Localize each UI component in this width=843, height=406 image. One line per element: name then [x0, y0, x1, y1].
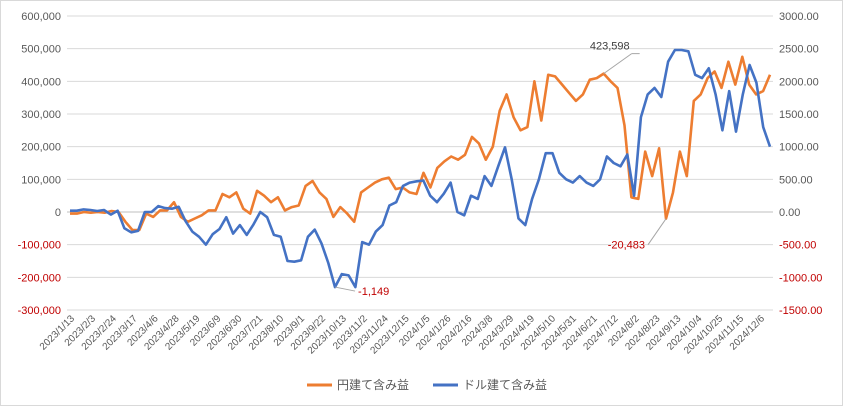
right-tick-label: 2000.00 [779, 76, 819, 88]
left-tick-label: 0 [55, 207, 61, 219]
left-tick-label: -100,000 [18, 240, 61, 252]
legend-label-yen: 円建て含み益 [337, 377, 409, 392]
series-line-usd [70, 48, 772, 289]
left-tick-label: -300,000 [18, 305, 61, 317]
right-tick-label: 1000.00 [779, 142, 819, 154]
right-tick-label: 0.00 [779, 207, 800, 219]
right-tick-label: -1500.00 [779, 305, 822, 317]
right-axis-ticks: 3000.00 2500.00 2000.00 1500.00 1000.00 500.0… [779, 11, 822, 317]
annotation-leader [603, 53, 632, 75]
left-tick-label: 500,000 [21, 44, 61, 56]
annotations: 423,598 -20,483 -1,149 [334, 41, 667, 298]
right-tick-label: 2500.00 [779, 44, 819, 56]
annotation-label: -1,149 [358, 286, 389, 298]
x-axis-ticks: 2023/1/132023/2/32023/2/242023/3/172023/… [38, 313, 768, 356]
left-tick-label: 200,000 [21, 142, 61, 154]
legend: 円建て含み益 ドル建て含み益 [307, 377, 547, 392]
right-tick-label: -1000.00 [779, 272, 822, 284]
annotation-leader [334, 286, 356, 292]
right-tick-label: -500.00 [779, 240, 816, 252]
left-tick-label: 600,000 [21, 11, 61, 23]
left-tick-label: 100,000 [21, 174, 61, 186]
series-lines [70, 48, 772, 289]
annotation-label: -20,483 [608, 240, 645, 252]
legend-label-usd: ドル建て含み益 [463, 377, 547, 392]
right-tick-label: 500.00 [779, 174, 813, 186]
right-tick-label: 1500.00 [779, 109, 819, 121]
gridlines [67, 15, 773, 311]
annotation-label: 423,598 [590, 41, 630, 53]
left-tick-label: 400,000 [21, 76, 61, 88]
left-tick-label: 300,000 [21, 109, 61, 121]
annotation-leader [647, 218, 667, 245]
left-tick-label: -200,000 [18, 272, 61, 284]
left-axis-ticks: 600,000 500,000 400,000 300,000 200,000 100,0… [18, 11, 61, 317]
right-tick-label: 3000.00 [779, 11, 819, 23]
